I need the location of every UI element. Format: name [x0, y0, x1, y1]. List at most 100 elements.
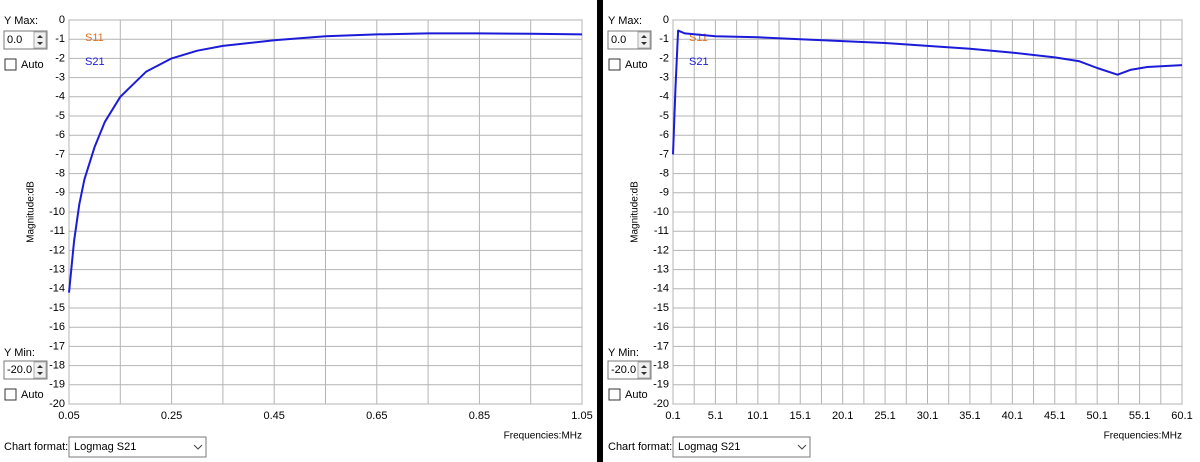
y-tick-label: -13: [49, 264, 65, 276]
y-tick-label: -11: [50, 225, 65, 237]
y-tick-label: -10: [49, 206, 65, 218]
y-tick-label: -2: [659, 52, 669, 64]
y-axis-label: Magnitude:dB: [26, 181, 37, 243]
y-tick-label: -4: [659, 91, 669, 103]
y-tick-label: 0: [663, 14, 669, 26]
legend-entry: S21: [689, 56, 709, 68]
y-tick-label: -12: [653, 244, 669, 256]
x-tick-label: 25.1: [874, 410, 895, 422]
checkbox-label[interactable]: Auto: [21, 389, 44, 401]
x-tick-label: 10.1: [747, 410, 768, 422]
y-tick-label: -17: [49, 340, 65, 352]
checkbox-label[interactable]: Auto: [625, 389, 648, 401]
x-tick-label: 0.05: [58, 410, 79, 422]
y-axis-label: Magnitude:dB: [630, 181, 641, 243]
legend-entry: S21: [85, 56, 105, 68]
ymax-label: Y Max:: [4, 15, 38, 27]
y-tick-label: 0: [59, 14, 65, 26]
y-tick-label: -19: [653, 379, 669, 391]
x-axis-label: Frequencies:MHz: [1104, 431, 1182, 442]
spin-arrows: [37, 365, 43, 375]
format-dropdown[interactable]: [68, 436, 207, 458]
checkbox[interactable]: [608, 58, 621, 71]
y-tick-label: -7: [55, 148, 65, 160]
y-tick-label: -10: [653, 206, 669, 218]
spin-value[interactable]: 0.0: [611, 34, 626, 46]
spin-arrows: [37, 35, 43, 45]
y-tick-label: -5: [55, 110, 65, 122]
series-line: [672, 29, 1183, 155]
x-tick-label: 0.25: [161, 410, 182, 422]
y-tick-label: -4: [55, 91, 65, 103]
spin-value[interactable]: -20.0: [7, 364, 32, 376]
y-tick-label: -15: [653, 302, 669, 314]
x-tick-label: 1.05: [571, 410, 592, 422]
format-dropdown[interactable]: [672, 436, 811, 458]
x-tick-label: 0.85: [469, 410, 490, 422]
checkbox-label[interactable]: Auto: [625, 59, 648, 71]
y-tick-label: -8: [55, 168, 65, 180]
spin-button[interactable]: [637, 361, 651, 379]
x-tick-label: 0.1: [665, 410, 680, 422]
x-tick-label: 15.1: [790, 410, 811, 422]
checkbox[interactable]: [608, 388, 621, 401]
panel-divider: [597, 0, 603, 462]
y-tick-label: -13: [653, 264, 669, 276]
dropdown-chevron: [193, 444, 203, 450]
y-tick-label: -18: [49, 360, 65, 372]
y-tick-label: -19: [49, 379, 65, 391]
x-tick-label: 0.65: [366, 410, 387, 422]
series-line: [68, 32, 583, 293]
y-tick-label: -3: [659, 72, 669, 84]
y-tick-label: -1: [659, 33, 669, 45]
y-tick-label: -11: [654, 225, 669, 237]
checkbox[interactable]: [4, 388, 17, 401]
y-tick-label: -2: [55, 52, 65, 64]
y-tick-label: -20: [653, 398, 669, 410]
x-tick-label: 45.1: [1044, 410, 1065, 422]
x-tick-label: 60.1: [1171, 410, 1192, 422]
y-tick-label: -14: [49, 283, 65, 295]
legend-entry: S11: [85, 32, 104, 44]
y-tick-label: -9: [659, 187, 669, 199]
x-tick-label: 35.1: [959, 410, 980, 422]
x-tick-label: 20.1: [832, 410, 853, 422]
spin-value[interactable]: -20.0: [611, 364, 636, 376]
x-tick-label: 5.1: [708, 410, 723, 422]
x-tick-label: 30.1: [917, 410, 938, 422]
y-tick-label: -14: [653, 283, 669, 295]
format-label: Chart format:: [4, 441, 68, 453]
y-tick-label: -8: [659, 168, 669, 180]
y-tick-label: -17: [653, 340, 669, 352]
spin-button[interactable]: [33, 361, 47, 379]
x-tick-label: 40.1: [1002, 410, 1023, 422]
y-tick-label: -15: [49, 302, 65, 314]
spin-arrows: [641, 35, 647, 45]
format-value[interactable]: Logmag S21: [74, 441, 136, 453]
checkbox-label[interactable]: Auto: [21, 59, 44, 71]
checkbox[interactable]: [4, 58, 17, 71]
spin-arrows: [641, 365, 647, 375]
x-tick-label: 50.1: [1086, 410, 1107, 422]
spin-button[interactable]: [637, 31, 651, 49]
spin-button[interactable]: [33, 31, 47, 49]
format-value[interactable]: Logmag S21: [678, 441, 740, 453]
spin-value[interactable]: 0.0: [7, 34, 22, 46]
y-tick-label: -12: [49, 244, 65, 256]
dropdown-chevron: [797, 444, 807, 450]
x-tick-label: 0.45: [263, 410, 284, 422]
y-tick-label: -16: [49, 321, 65, 333]
y-tick-label: -7: [659, 148, 669, 160]
y-tick-label: -3: [55, 72, 65, 84]
format-label: Chart format:: [608, 441, 672, 453]
y-tick-label: -5: [659, 110, 669, 122]
y-tick-label: -6: [659, 129, 669, 141]
y-tick-label: -6: [55, 129, 65, 141]
y-tick-label: -16: [653, 321, 669, 333]
y-tick-label: -1: [55, 33, 65, 45]
x-tick-label: 55.1: [1129, 410, 1150, 422]
ymin-label: Y Min:: [608, 347, 639, 359]
y-tick-label: -20: [49, 398, 65, 410]
y-tick-label: -18: [653, 360, 669, 372]
